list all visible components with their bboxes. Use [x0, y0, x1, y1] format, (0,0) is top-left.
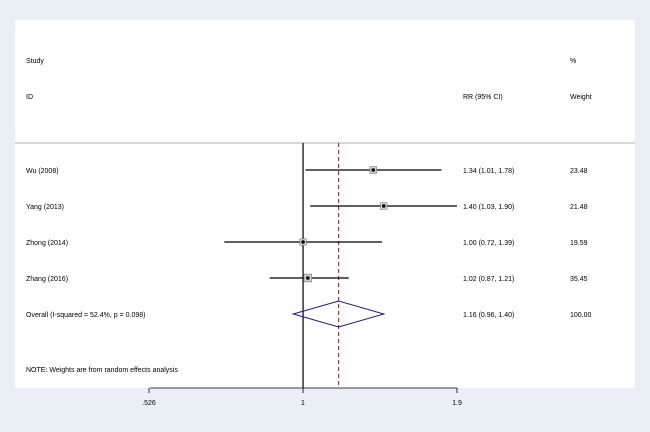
study-point-2 [381, 204, 386, 208]
study-label-1: Wu (2008) [26, 168, 59, 175]
x-tick-label-1: .526 [142, 400, 156, 407]
study-ci-4: 1.02 (0.87, 1.21) [463, 276, 514, 283]
x-tick-label-3: 1.9 [452, 400, 462, 407]
study-ci-3: 1.00 (0.72, 1.39) [463, 240, 514, 247]
header-study: Study [26, 58, 44, 65]
study-label-4: Zhang (2016) [26, 276, 68, 283]
study-label-2: Yang (2013) [26, 204, 64, 211]
overall-ci: 1.16 (0.96, 1.40) [463, 312, 514, 319]
note-text: NOTE: Weights are from random effects an… [26, 367, 178, 374]
header-id: ID [26, 94, 33, 101]
overall-diamond [291, 300, 386, 328]
study-ci-2: 1.40 (1.03, 1.90) [463, 204, 514, 211]
study-weight-3: 19.59 [570, 240, 588, 247]
study-weight-1: 23.48 [570, 168, 588, 175]
header-ci: RR (95% CI) [463, 94, 503, 101]
x-tick-label-2: 1 [301, 400, 305, 407]
plot-panel [15, 20, 635, 388]
study-weight-2: 21.48 [570, 204, 588, 211]
study-weight-4: 35.45 [570, 276, 588, 283]
study-point-1 [371, 168, 376, 172]
header-weight: Weight [570, 94, 592, 101]
study-point-4 [306, 276, 310, 280]
study-ci-1: 1.34 (1.01, 1.78) [463, 168, 514, 175]
overall-weight: 100.00 [570, 312, 592, 319]
header-percent: % [570, 58, 576, 65]
study-point-3 [301, 240, 305, 244]
overall-label: Overall (I-squared = 52.4%, p = 0.098) [26, 312, 145, 319]
study-label-3: Zhong (2014) [26, 240, 68, 247]
